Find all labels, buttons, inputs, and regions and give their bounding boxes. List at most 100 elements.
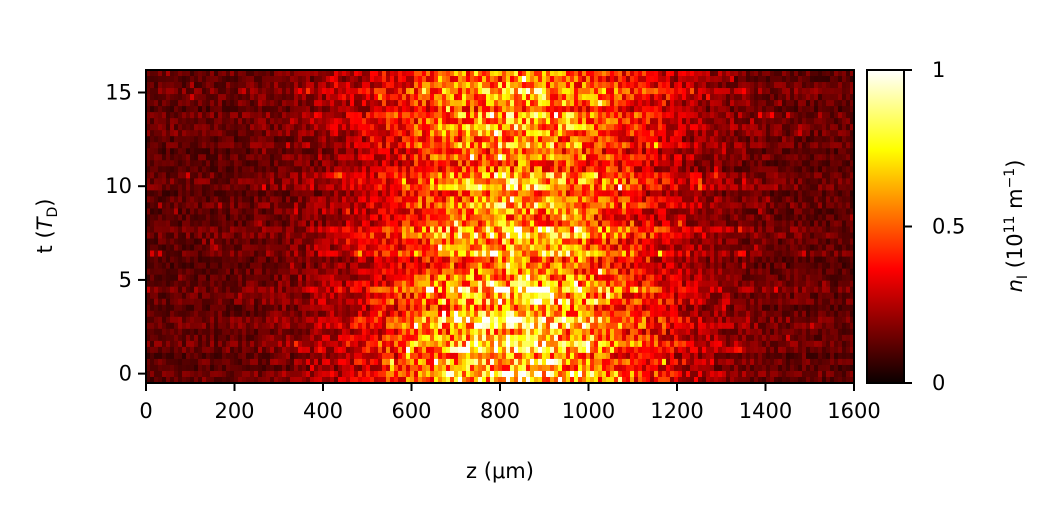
heatmap-cell: [462, 160, 467, 167]
heatmap-cell: [238, 76, 243, 83]
heatmap-cell: [298, 160, 303, 167]
heatmap-cell: [578, 196, 583, 203]
heatmap-cell: [670, 208, 675, 215]
heatmap-cell: [778, 214, 783, 221]
heatmap-cell: [610, 88, 615, 95]
heatmap-cell: [834, 172, 839, 179]
heatmap-cell: [202, 136, 207, 143]
heatmap-cell: [154, 227, 159, 234]
heatmap-cell: [298, 208, 303, 215]
heatmap-cell: [842, 160, 847, 167]
heatmap-cell: [378, 94, 383, 101]
heatmap-cell: [382, 202, 387, 209]
heatmap-cell: [542, 178, 547, 185]
heatmap-cell: [762, 233, 767, 240]
heatmap-cell: [470, 178, 475, 185]
heatmap-cell: [574, 208, 579, 215]
heatmap-cell: [374, 112, 379, 119]
heatmap-cell: [222, 214, 227, 221]
heatmap-cell: [394, 172, 399, 179]
heatmap-cell: [750, 136, 755, 143]
heatmap-cell: [550, 76, 555, 83]
heatmap-cell: [650, 220, 655, 227]
heatmap-cell: [518, 220, 523, 227]
heatmap-cell: [506, 130, 511, 137]
heatmap-cell: [766, 202, 771, 209]
heatmap-cell: [418, 160, 423, 167]
heatmap-cell: [206, 184, 211, 191]
heatmap-cell: [474, 124, 479, 131]
heatmap-cell: [766, 184, 771, 191]
heatmap-cell: [262, 124, 267, 131]
heatmap-cell: [298, 76, 303, 83]
heatmap-cell: [274, 227, 279, 234]
heatmap-cell: [450, 202, 455, 209]
heatmap-cell: [778, 112, 783, 119]
heatmap-cell: [606, 172, 611, 179]
heatmap-cell: [302, 106, 307, 113]
heatmap-cell: [442, 130, 447, 137]
heatmap-cell: [746, 196, 751, 203]
heatmap-cell: [686, 118, 691, 125]
heatmap-cell: [794, 214, 799, 221]
heatmap-cell: [470, 214, 475, 221]
heatmap-cell: [498, 94, 503, 101]
heatmap-cell: [746, 202, 751, 209]
heatmap-cell: [662, 136, 667, 143]
heatmap-cell: [562, 160, 567, 167]
heatmap-cell: [358, 220, 363, 227]
heatmap-cell: [454, 178, 459, 185]
heatmap-cell: [346, 172, 351, 179]
heatmap-cell: [650, 82, 655, 89]
heatmap-cell: [418, 112, 423, 119]
heatmap-cell: [258, 100, 263, 107]
heatmap-cell: [202, 130, 207, 137]
heatmap-cell: [662, 184, 667, 191]
heatmap-cell: [450, 88, 455, 95]
heatmap-cell: [302, 136, 307, 143]
heatmap-cell: [278, 154, 283, 161]
heatmap-cell: [222, 160, 227, 167]
heatmap-cell: [578, 148, 583, 155]
heatmap-cell: [662, 154, 667, 161]
heatmap-cell: [518, 136, 523, 143]
heatmap-cell: [402, 118, 407, 125]
heatmap-cell: [634, 178, 639, 185]
heatmap-cell: [710, 190, 715, 197]
heatmap-cell: [266, 154, 271, 161]
heatmap-cell: [402, 76, 407, 83]
heatmap-cell: [626, 94, 631, 101]
heatmap-cell: [258, 94, 263, 101]
heatmap-cell: [778, 160, 783, 167]
heatmap-cell: [326, 220, 331, 227]
heatmap-cell: [638, 166, 643, 173]
heatmap-cell: [762, 202, 767, 209]
heatmap-cell: [522, 124, 527, 131]
heatmap-cell: [654, 166, 659, 173]
heatmap-cell: [750, 148, 755, 155]
heatmap-cell: [514, 184, 519, 191]
heatmap-cell: [218, 190, 223, 197]
heatmap-cell: [354, 100, 359, 107]
heatmap-cell: [398, 94, 403, 101]
heatmap-cell: [666, 178, 671, 185]
heatmap-cell: [742, 88, 747, 95]
heatmap-cell: [310, 118, 315, 125]
heatmap-cell: [318, 76, 323, 83]
heatmap-cell: [374, 130, 379, 137]
heatmap-cell: [826, 154, 831, 161]
heatmap-cell: [622, 208, 627, 215]
heatmap-cell: [718, 94, 723, 101]
heatmap-cell: [514, 214, 519, 221]
heatmap-cell: [374, 184, 379, 191]
heatmap-cell: [378, 76, 383, 83]
heatmap-cell: [450, 76, 455, 83]
heatmap-cell: [754, 233, 759, 240]
heatmap-cell: [174, 148, 179, 155]
heatmap-cell: [722, 214, 727, 221]
heatmap-cell: [726, 88, 731, 95]
heatmap-cell: [174, 202, 179, 209]
heatmap-cell: [630, 166, 635, 173]
heatmap-cell: [814, 233, 819, 240]
heatmap-cell: [630, 190, 635, 197]
